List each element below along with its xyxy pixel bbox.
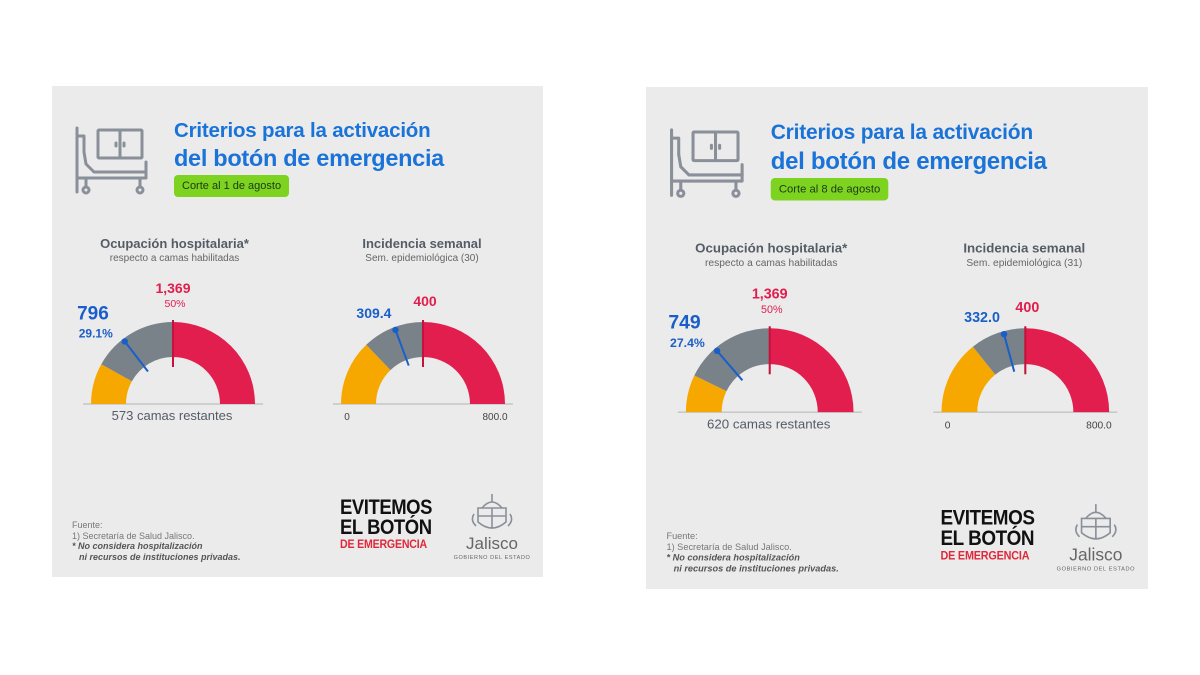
campaign-line-1: EVITEMOS <box>340 496 432 519</box>
gauge-segment-threshold <box>1025 328 1110 413</box>
incidence-subtitle: Sem. epidemiológica (31) <box>966 257 1083 269</box>
source-note: Fuente: 1) Secretaría de Salud Jalisco. … <box>72 520 241 562</box>
remaining-beds-label: 620 camas restantes <box>706 416 831 432</box>
gauge-segment-threshold <box>423 322 505 404</box>
source-line: ni recursos de instituciones privadas. <box>673 562 839 574</box>
jalisco-subtitle: GOBIERNO DEL ESTADO <box>1056 566 1136 573</box>
incidence-title: Incidencia semanal <box>362 236 482 251</box>
jalisco-subtitle: GOBIERNO DEL ESTADO <box>453 555 531 561</box>
jalisco-name: Jalisco <box>1069 545 1123 565</box>
value-needle <box>123 340 149 373</box>
value-label: 332.0 <box>964 310 1000 326</box>
occupancy-title: Ocupación hospitalaria* <box>100 236 249 251</box>
panel-inner: Criterios para la activación del botón d… <box>646 87 1148 589</box>
value-needle <box>394 329 410 366</box>
gauge-segment-margin <box>101 322 173 382</box>
jalisco-crest-icon <box>471 494 513 529</box>
occupancy-title: Ocupación hospitalaria* <box>695 240 848 256</box>
campaign-line-3: DE EMERGENCIA <box>940 550 1030 563</box>
value-pct-label: 29.1% <box>79 326 113 340</box>
title-line-1: Criterios para la activación <box>770 120 1033 145</box>
value-needle-dot <box>1000 330 1008 338</box>
campaign-line-3: DE EMERGENCIA <box>340 539 427 551</box>
campaign-logo: EVITEMOS EL BOTÓN DE EMERGENCIA <box>340 496 436 552</box>
infographic-panel-1: Criterios para la activación del botón d… <box>52 86 543 577</box>
value-label: 796 <box>77 303 109 324</box>
axis-min-label: 0 <box>945 420 951 431</box>
value-label: 749 <box>668 311 701 333</box>
gauge-segment-current <box>91 364 132 404</box>
incidence-heading: Incidencia semanal Sem. epidemiológica (… <box>917 240 1132 271</box>
jalisco-name: Jalisco <box>466 534 518 553</box>
gauge-segment-threshold <box>769 328 854 413</box>
infographic-panel-2: Criterios para la activación del botón d… <box>646 87 1148 589</box>
threshold-pct-label: 50% <box>761 304 783 316</box>
panel-inner: Criterios para la activación del botón d… <box>52 86 543 577</box>
value-needle-dot <box>713 347 721 355</box>
threshold-label: 400 <box>413 293 437 309</box>
title-line-2: del botón de emergencia <box>174 145 444 171</box>
gauge-segment-current <box>685 375 727 413</box>
campaign-line-1: EVITEMOS <box>940 506 1035 530</box>
source-line: 1) Secretaría de Salud Jalisco. <box>666 541 792 552</box>
source-line: Fuente: <box>666 530 698 541</box>
incidence-gauge: 332.0 400 0 800.0 <box>933 300 1118 431</box>
campaign-logo: EVITEMOS EL BOTÓN DE EMERGENCIA <box>940 506 1038 563</box>
jalisco-crest-icon <box>1075 504 1117 540</box>
source-line: Fuente: <box>72 520 103 530</box>
hospital-bed-icon <box>670 128 744 198</box>
value-needle-dot <box>121 338 128 345</box>
jalisco-logo: Jalisco GOBIERNO DEL ESTADO <box>452 492 532 562</box>
gauge-segment-margin <box>366 322 423 371</box>
hospital-bed-icon <box>75 126 148 195</box>
gauge-segment-threshold <box>173 322 255 404</box>
axis-max-label: 800.0 <box>1086 420 1112 431</box>
title-line-1: Criterios para la activación <box>174 119 431 142</box>
gauge-segment-current <box>941 346 996 413</box>
gauge-segment-margin <box>694 328 770 392</box>
threshold-label: 400 <box>1015 300 1039 316</box>
source-line: * No considera hospitalización <box>666 552 800 563</box>
source-line: ni recursos de instituciones privadas. <box>79 551 241 562</box>
remaining-beds-label: 573 camas restantes <box>111 408 233 423</box>
occupancy-subtitle: respecto a camas habilitadas <box>109 253 240 264</box>
value-pct-label: 27.4% <box>670 336 705 350</box>
axis-min-label: 0 <box>344 412 350 423</box>
source-line: * No considera hospitalización <box>72 541 203 551</box>
value-needle-dot <box>392 326 399 334</box>
occupancy-gauge: 796 29.1% 1,369 50% <box>77 280 263 405</box>
campaign-line-2: EL BOTÓN <box>340 516 432 539</box>
title-line-2: del botón de emergencia <box>770 147 1047 174</box>
incidence-subtitle: Sem. epidemiológica (30) <box>365 253 479 264</box>
title: Criterios para la activación del botón d… <box>174 118 444 172</box>
threshold-label: 1,369 <box>155 280 190 296</box>
threshold-label: 1,369 <box>752 287 788 303</box>
value-label: 309.4 <box>356 305 391 321</box>
threshold-pct-label: 50% <box>164 298 185 310</box>
value-needle <box>1003 333 1016 372</box>
occupancy-heading: Ocupación hospitalaria* respecto a camas… <box>72 236 277 266</box>
campaign-line-2: EL BOTÓN <box>940 526 1035 551</box>
cut-date-badge: Corte al 8 de agosto <box>770 177 889 201</box>
incidence-title: Incidencia semanal <box>963 240 1086 256</box>
axis-max-label: 800.0 <box>482 412 507 423</box>
cut-date-badge: Corte al 1 de agosto <box>174 175 290 197</box>
value-needle <box>716 350 744 382</box>
jalisco-logo: Jalisco GOBIERNO DEL ESTADO <box>1055 502 1137 574</box>
source-note: Fuente: 1) Secretaría de Salud Jalisco. … <box>666 531 838 574</box>
incidence-heading: Incidencia semanal Sem. epidemiológica (… <box>317 236 527 266</box>
gauge-segment-current <box>341 344 391 404</box>
incidence-gauge: 309.4 400 0 800.0 <box>333 293 513 423</box>
occupancy-heading: Ocupación hospitalaria* respecto a camas… <box>666 240 876 271</box>
source-line: 1) Secretaría de Salud Jalisco. <box>72 530 195 541</box>
title: Criterios para la activación del botón d… <box>771 120 1047 175</box>
occupancy-subtitle: respecto a camas habilitadas <box>705 257 838 269</box>
